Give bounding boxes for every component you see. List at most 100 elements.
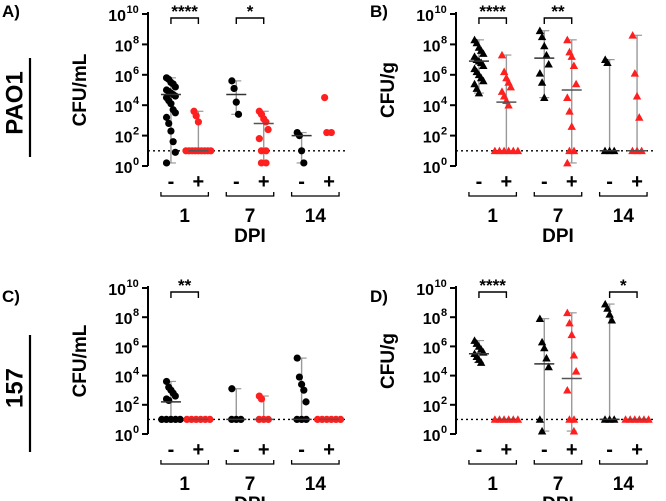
data-point bbox=[569, 350, 579, 359]
data-point bbox=[162, 159, 171, 167]
y-axis-label: CFU/g bbox=[378, 62, 399, 118]
data-point bbox=[563, 308, 572, 317]
treatment-label: + bbox=[258, 439, 270, 461]
treatment-label: + bbox=[323, 439, 335, 461]
y-axis-label: CFU/mL bbox=[70, 324, 91, 397]
x-axis-label: DPI bbox=[234, 226, 266, 247]
significance-label: **** bbox=[171, 2, 198, 21]
group-day14-untreated: - bbox=[291, 128, 312, 193]
y-tick-exponent: 0 bbox=[133, 424, 139, 436]
data-point bbox=[194, 118, 202, 126]
data-point bbox=[295, 373, 304, 381]
y-tick-exponent: 10 bbox=[435, 4, 447, 16]
data-point bbox=[513, 415, 523, 423]
treatment-label: - bbox=[233, 439, 240, 461]
y-tick-exponent: 6 bbox=[133, 336, 139, 348]
day-bracket bbox=[290, 192, 340, 197]
data-point bbox=[535, 69, 545, 77]
group-day7-treated: + bbox=[253, 107, 274, 193]
data-point bbox=[605, 310, 614, 318]
data-point bbox=[569, 61, 579, 70]
data-point bbox=[569, 426, 579, 435]
data-point bbox=[336, 415, 345, 423]
data-point bbox=[300, 386, 308, 394]
day-bracket bbox=[160, 460, 210, 465]
y-tick-label: 10 bbox=[115, 428, 133, 445]
y-tick-label: 10 bbox=[115, 340, 133, 357]
panel-d: D)CFU/g1001021041061081010-+-+-+1714DPI*… bbox=[370, 276, 656, 501]
data-point bbox=[162, 377, 171, 386]
y-tick-exponent: 4 bbox=[133, 95, 140, 107]
group-day1-treated: + bbox=[490, 50, 523, 193]
significance-label: * bbox=[620, 276, 627, 295]
data-point bbox=[542, 353, 551, 362]
data-point bbox=[298, 147, 306, 155]
data-point bbox=[563, 158, 572, 167]
y-tick-exponent: 0 bbox=[441, 156, 447, 168]
data-point bbox=[565, 107, 574, 115]
treatment-label: + bbox=[323, 171, 335, 193]
x-axis-label: DPI bbox=[542, 226, 574, 247]
day-bracket bbox=[533, 192, 583, 197]
data-point bbox=[479, 61, 488, 70]
treatment-label: + bbox=[631, 171, 643, 193]
y-tick-exponent: 4 bbox=[441, 95, 448, 107]
data-point bbox=[506, 82, 515, 91]
day-label: 1 bbox=[179, 206, 190, 227]
data-point bbox=[171, 148, 179, 156]
treatment-label: - bbox=[541, 439, 548, 461]
data-point bbox=[644, 415, 653, 423]
group-day1-untreated: - bbox=[468, 336, 489, 461]
day-label: 14 bbox=[305, 206, 327, 227]
treatment-label: - bbox=[606, 171, 613, 193]
data-point bbox=[497, 50, 507, 59]
group-day7-treated: + bbox=[561, 308, 582, 461]
y-tick-label: 10 bbox=[423, 399, 441, 416]
significance-label: ** bbox=[551, 2, 565, 21]
data-point bbox=[535, 26, 545, 35]
y-tick-exponent: 2 bbox=[133, 126, 139, 138]
day-label: 7 bbox=[553, 206, 564, 227]
row-label-pao1: PAO1 bbox=[1, 71, 28, 135]
y-tick-label: 10 bbox=[115, 69, 133, 86]
y-tick-exponent: 0 bbox=[133, 156, 139, 168]
day-bracket bbox=[468, 192, 518, 197]
y-tick-exponent: 4 bbox=[441, 366, 448, 378]
data-point bbox=[544, 59, 553, 68]
group-day7-untreated: - bbox=[226, 77, 247, 193]
day-label: 1 bbox=[487, 474, 498, 495]
day-label: 7 bbox=[245, 206, 256, 227]
treatment-label: - bbox=[476, 171, 483, 193]
data-point bbox=[232, 98, 240, 106]
data-point bbox=[327, 128, 335, 137]
data-point bbox=[571, 367, 581, 375]
data-point bbox=[544, 362, 553, 371]
group-day1-untreated: - bbox=[160, 74, 181, 193]
day-label: 14 bbox=[305, 474, 327, 495]
data-point bbox=[321, 94, 329, 102]
data-point bbox=[255, 135, 263, 143]
data-point bbox=[540, 93, 549, 101]
significance-label: **** bbox=[479, 276, 506, 295]
data-point bbox=[474, 88, 484, 97]
y-tick-label: 10 bbox=[115, 130, 133, 147]
y-tick-label: 10 bbox=[115, 38, 133, 55]
treatment-label: + bbox=[193, 439, 205, 461]
data-point bbox=[479, 49, 488, 57]
data-point bbox=[162, 113, 171, 121]
data-point bbox=[300, 159, 308, 167]
group-day14-treated: + bbox=[621, 415, 653, 461]
data-point bbox=[542, 50, 551, 59]
y-tick-exponent: 2 bbox=[441, 126, 447, 138]
day-label: 14 bbox=[613, 206, 635, 227]
treatment-label: - bbox=[298, 171, 305, 193]
data-point bbox=[535, 415, 545, 423]
data-point bbox=[603, 304, 612, 312]
y-tick-label: 10 bbox=[115, 311, 133, 328]
group-day1-treated: + bbox=[183, 415, 214, 461]
data-point bbox=[565, 318, 574, 327]
treatment-label: - bbox=[168, 439, 175, 461]
data-point bbox=[228, 77, 236, 85]
data-point bbox=[293, 354, 301, 362]
data-point bbox=[230, 84, 238, 93]
